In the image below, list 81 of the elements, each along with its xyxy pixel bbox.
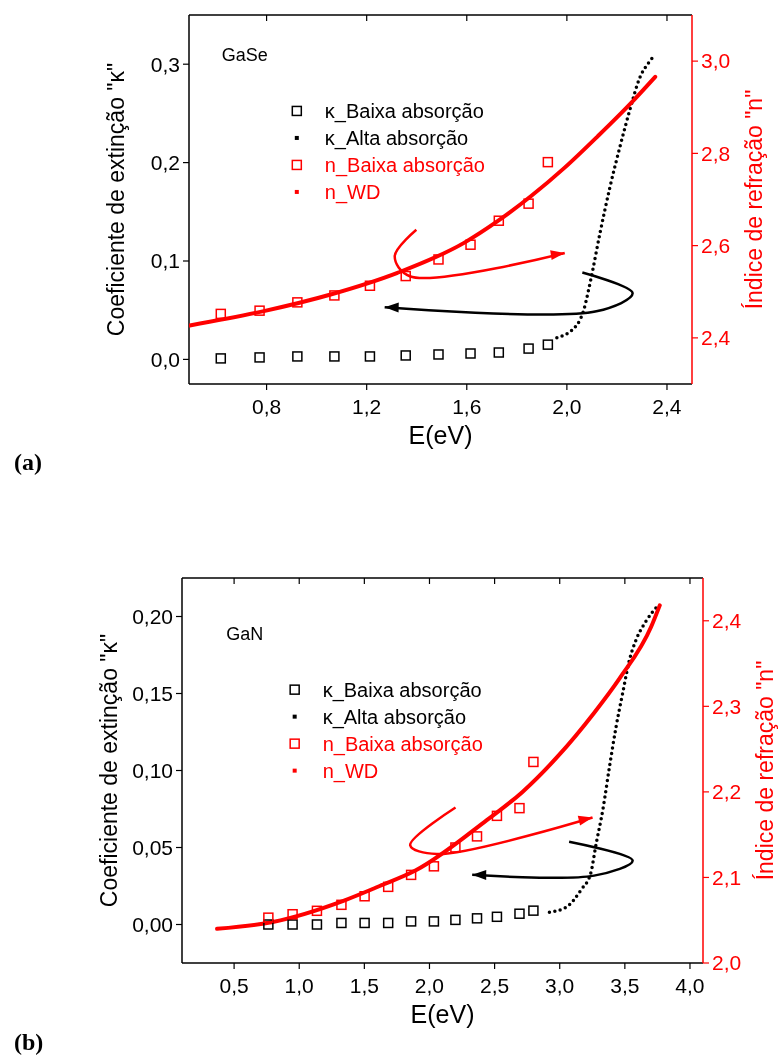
line-series	[215, 603, 662, 931]
point	[493, 215, 505, 226]
point	[382, 881, 394, 893]
y-tick-label: 0,0	[150, 347, 180, 371]
x-tick-label: 1,2	[352, 395, 382, 418]
x-tick-label: 4,0	[675, 974, 705, 997]
x-tick-label: 0,5	[219, 974, 249, 997]
point	[542, 156, 554, 168]
legend-label: n_Baixa absorção	[324, 153, 485, 177]
point	[400, 270, 411, 282]
x-tick-label: 1,5	[349, 974, 379, 997]
y-tick-label: 0,20	[132, 604, 173, 628]
x-tick-label: 3,5	[610, 974, 640, 997]
text: (a)	[14, 449, 42, 475]
point	[528, 905, 539, 916]
point	[491, 810, 503, 822]
point	[405, 916, 417, 927]
point	[263, 919, 274, 930]
y-tick-label: 0,3	[150, 52, 180, 76]
point	[491, 911, 503, 923]
y2-axis-title: Índice de refração "n"	[752, 660, 778, 881]
legend-label: κ_Alta absorção	[324, 126, 469, 150]
point	[428, 861, 440, 872]
point	[364, 280, 376, 291]
y2-tick-label: 2,4	[701, 326, 731, 350]
y2-tick-label: 2,8	[701, 141, 731, 165]
x-axis-title: E(eV)	[410, 1000, 475, 1028]
point	[514, 908, 525, 919]
annotation: GaSe	[221, 45, 268, 66]
x-axis-title: E(eV)	[408, 421, 473, 449]
annotation: GaN	[226, 623, 264, 644]
y2-tick-label: 2,3	[712, 694, 742, 718]
y2-tick-label: 2,6	[701, 233, 731, 257]
point	[336, 917, 347, 929]
y-axis-title: Coeficiente de extinção "κ"	[103, 62, 129, 337]
point	[292, 297, 303, 308]
point	[287, 919, 298, 930]
y-axis-title: Coeficiente de extinção "κ"	[96, 633, 122, 908]
point	[382, 917, 394, 929]
point	[215, 308, 227, 320]
point	[254, 305, 265, 316]
y-tick-label: 0,2	[150, 150, 180, 174]
point	[263, 912, 274, 923]
point	[359, 917, 370, 929]
point	[450, 914, 461, 926]
point	[336, 899, 347, 911]
x-tick-label: 2,0	[552, 395, 582, 418]
y-tick-label: 0,15	[132, 681, 173, 705]
x-tick-label: 2,4	[652, 395, 682, 418]
legend-label: κ_Baixa absorção	[322, 678, 482, 702]
legend-label: κ_Baixa absorção	[324, 99, 484, 123]
x-tick-label: 0,8	[251, 395, 282, 418]
legend-label: n_WD	[324, 180, 381, 204]
x-tick-label: 2,0	[414, 974, 445, 997]
y-tick-label: 0,00	[132, 912, 173, 936]
legend-label: κ_Alta absorção	[322, 705, 467, 729]
point	[311, 905, 323, 917]
x-tick-label: 1,6	[452, 395, 482, 418]
point	[471, 913, 483, 924]
y2-tick-label: 2,1	[712, 865, 742, 889]
line-series	[189, 74, 658, 328]
y-tick-label: 0,05	[132, 835, 173, 859]
y2-tick-label: 3,0	[701, 49, 731, 73]
y2-tick-label: 2,4	[712, 609, 742, 633]
x-tick-label: 1,0	[284, 974, 314, 997]
point	[311, 919, 323, 930]
point	[471, 831, 483, 842]
y2-tick-label: 2,0	[712, 951, 742, 975]
y2-axis-title: Índice de refração "n"	[741, 89, 767, 310]
x-tick-label: 2,5	[480, 974, 510, 997]
text: (b)	[14, 1029, 44, 1055]
point	[514, 802, 525, 814]
point	[428, 916, 440, 927]
y2-tick-label: 2,2	[712, 780, 742, 804]
legend-label: n_Baixa absorção	[322, 732, 483, 756]
y-tick-label: 0,10	[132, 758, 173, 782]
legend-label: n_WD	[322, 759, 379, 783]
point	[405, 869, 417, 881]
y-tick-label: 0,1	[150, 249, 180, 273]
point	[528, 756, 539, 768]
x-tick-label: 3,0	[545, 974, 575, 997]
